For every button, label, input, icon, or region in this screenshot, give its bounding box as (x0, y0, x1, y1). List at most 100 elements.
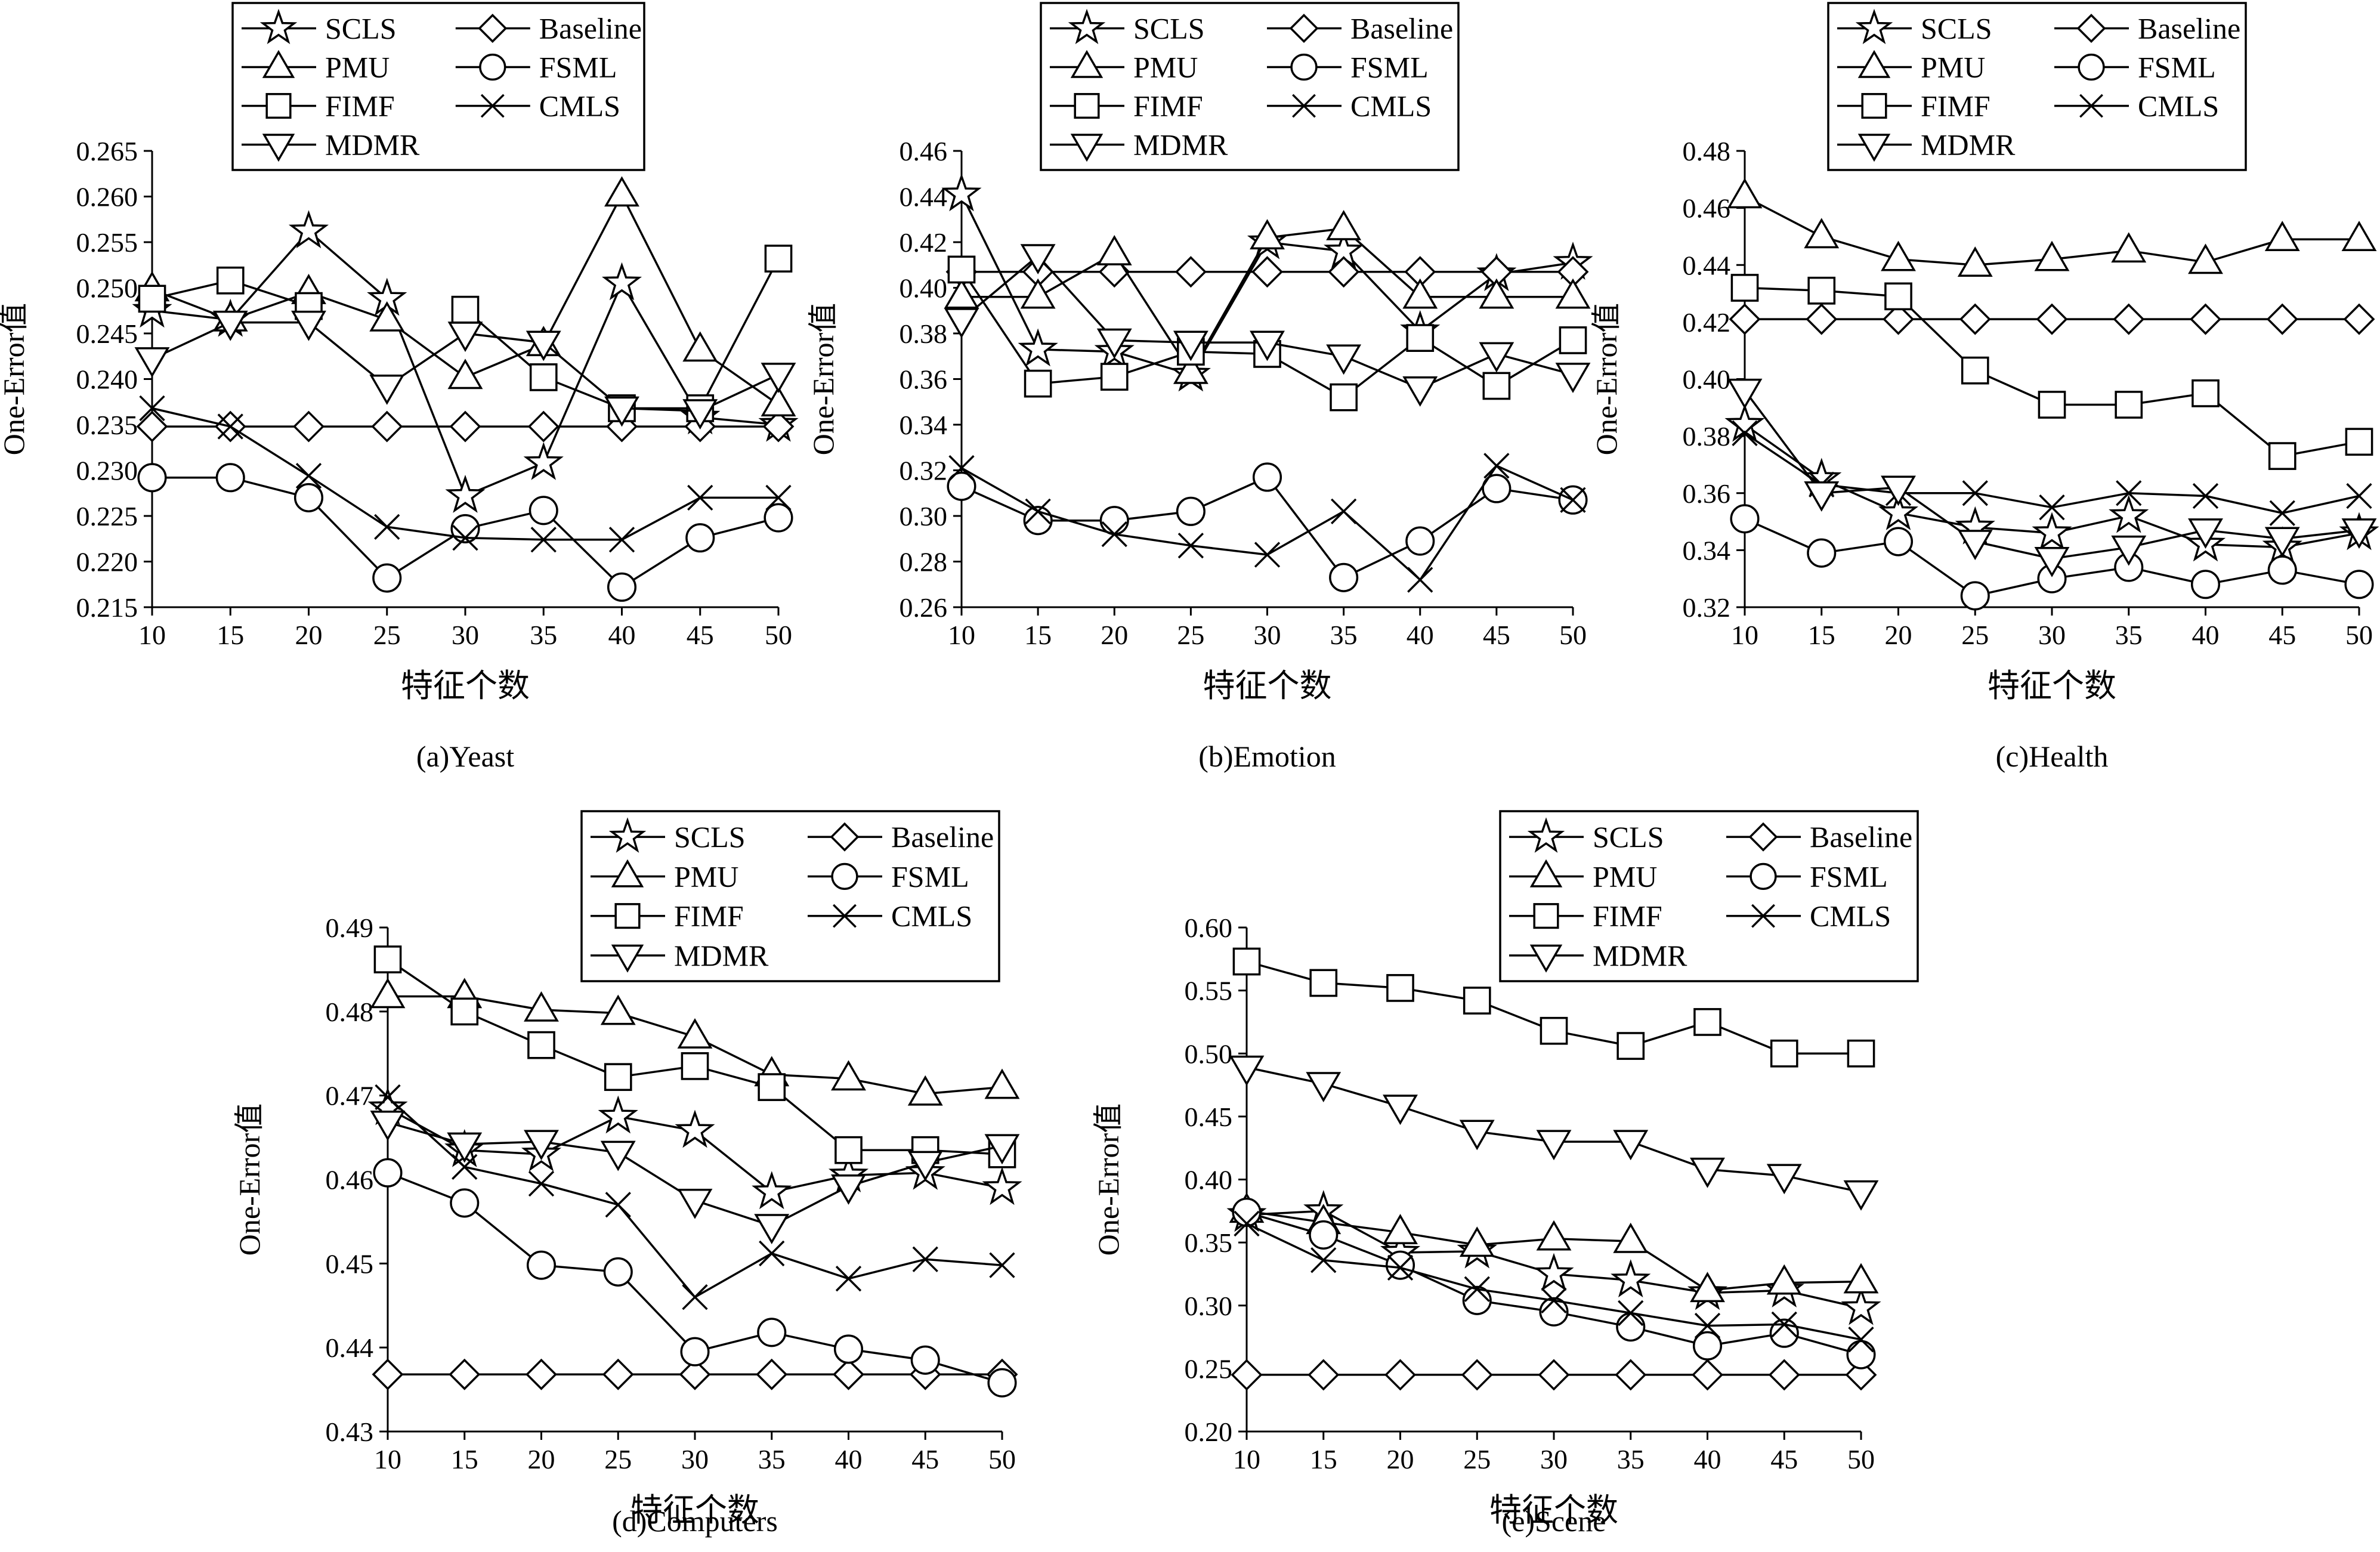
series-line (1246, 1066, 1862, 1194)
x-tick-label: 45 (687, 620, 714, 650)
data-point (984, 1134, 1020, 1165)
data-point (369, 301, 405, 332)
data-point (1176, 496, 1206, 526)
data-point (1101, 521, 1127, 548)
y-tick-label: 0.265 (76, 136, 138, 166)
data-point (833, 1358, 864, 1390)
x-tick-label: 15 (1808, 620, 1835, 650)
y-tick-label: 0.44 (326, 1333, 374, 1363)
legend-marker-triangle-up (1070, 50, 1104, 78)
y-axis-label: One-Error值 (233, 1103, 266, 1256)
data-point (1560, 487, 1586, 513)
legend-label: PMU (1133, 51, 1198, 84)
y-tick-label: 0.260 (76, 182, 138, 212)
x-tick-label: 20 (1101, 620, 1128, 650)
data-point (1694, 1312, 1721, 1339)
x-tick-label: 10 (138, 620, 166, 650)
data-point (834, 1136, 863, 1164)
legend-label: MDMR (1133, 128, 1228, 162)
data-point (759, 1240, 785, 1267)
legend-marker-circle (2078, 53, 2105, 81)
data-point (1883, 303, 1914, 335)
series-mdmr (1727, 378, 2377, 577)
y-tick-label: 0.28 (900, 547, 948, 577)
legend-marker-diamond (1748, 822, 1778, 852)
data-point (2269, 500, 2295, 526)
data-point (295, 463, 322, 489)
data-point (833, 1334, 864, 1364)
legend-box (1499, 810, 1919, 982)
y-axis-label: One-Error值 (1092, 1103, 1125, 1256)
data-point (603, 1257, 633, 1287)
data-point (1771, 1311, 1797, 1338)
y-tick-label: 0.25 (1185, 1353, 1233, 1384)
data-point (370, 978, 406, 1009)
series-mdmr (1229, 1055, 1879, 1211)
data-point (1310, 1247, 1337, 1273)
y-tick-label: 0.55 (1185, 976, 1233, 1006)
series-fimf (1730, 274, 2373, 470)
legend: SCLS Baseline PMU FSML FIMF CMLS MDMR (231, 2, 645, 171)
data-point (2266, 303, 2298, 335)
data-point (762, 410, 795, 443)
data-point (1727, 378, 1763, 409)
data-point (1234, 1210, 1260, 1237)
chart-panel: 0.43 0.44 0.45 0.46 0.47 0.48 0.49 10 15 20 25 30 35… (233, 810, 1022, 1538)
data-point (215, 463, 245, 493)
data-point (605, 1192, 631, 1218)
data-point (1254, 542, 1281, 568)
legend-marker-star (608, 817, 647, 853)
data-point (1729, 303, 1761, 335)
data-point (1173, 353, 1208, 384)
legend-marker-triangle-up (1857, 50, 1891, 78)
y-tick-label: 0.250 (76, 273, 138, 304)
legend-marker-diamond (830, 822, 860, 852)
data-point (2345, 428, 2373, 456)
x-tick-label: 40 (2192, 620, 2220, 650)
data-point (2341, 221, 2377, 251)
data-point (1766, 1164, 1802, 1195)
legend-marker-diamond (2076, 14, 2106, 43)
data-point (1534, 1253, 1574, 1291)
chart-panel: 0.26 0.28 0.30 0.32 0.34 0.36 0.38 0.40 0.42 0.44… (806, 2, 1593, 773)
data-point (831, 1174, 866, 1205)
data-point (1960, 581, 1990, 611)
data-point (1536, 1220, 1572, 1251)
x-tick-label: 45 (911, 1444, 939, 1474)
y-tick-label: 0.43 (326, 1417, 374, 1447)
data-point (1843, 1263, 1879, 1294)
series-fsml (373, 1158, 1017, 1398)
x-tick-label: 15 (451, 1444, 478, 1474)
data-point (372, 563, 402, 593)
data-point (1461, 1359, 1493, 1391)
x-tick-label: 30 (2038, 620, 2066, 650)
series-fsml (1730, 504, 2374, 611)
legend-label: Baseline (1810, 820, 1912, 854)
series-cmls (375, 1084, 1015, 1310)
y-tick-label: 0.46 (1683, 193, 1731, 224)
data-point (1804, 481, 1840, 512)
data-point (835, 1266, 862, 1292)
legend-label: Baseline (891, 820, 994, 854)
data-point (1770, 1039, 1798, 1068)
x-tick-label: 40 (608, 620, 636, 650)
data-point (947, 255, 976, 284)
data-point (1536, 1130, 1572, 1161)
y-tick-label: 0.38 (900, 319, 948, 349)
data-point (608, 527, 635, 553)
data-point (1962, 480, 1988, 506)
data-point (679, 1358, 711, 1390)
legend-label: SCLS (674, 820, 746, 854)
y-tick-label: 0.45 (326, 1248, 374, 1279)
y-tick-label: 0.35 (1185, 1228, 1233, 1258)
data-point (1538, 1359, 1570, 1391)
x-tick-label: 10 (948, 620, 975, 650)
data-point (1730, 274, 1759, 302)
data-point (216, 266, 245, 295)
data-point (529, 363, 558, 391)
y-tick-label: 0.34 (1683, 535, 1731, 565)
legend-marker-square (614, 903, 641, 929)
data-point (2039, 494, 2065, 521)
data-point (1613, 1130, 1649, 1161)
data-point (1251, 256, 1283, 288)
